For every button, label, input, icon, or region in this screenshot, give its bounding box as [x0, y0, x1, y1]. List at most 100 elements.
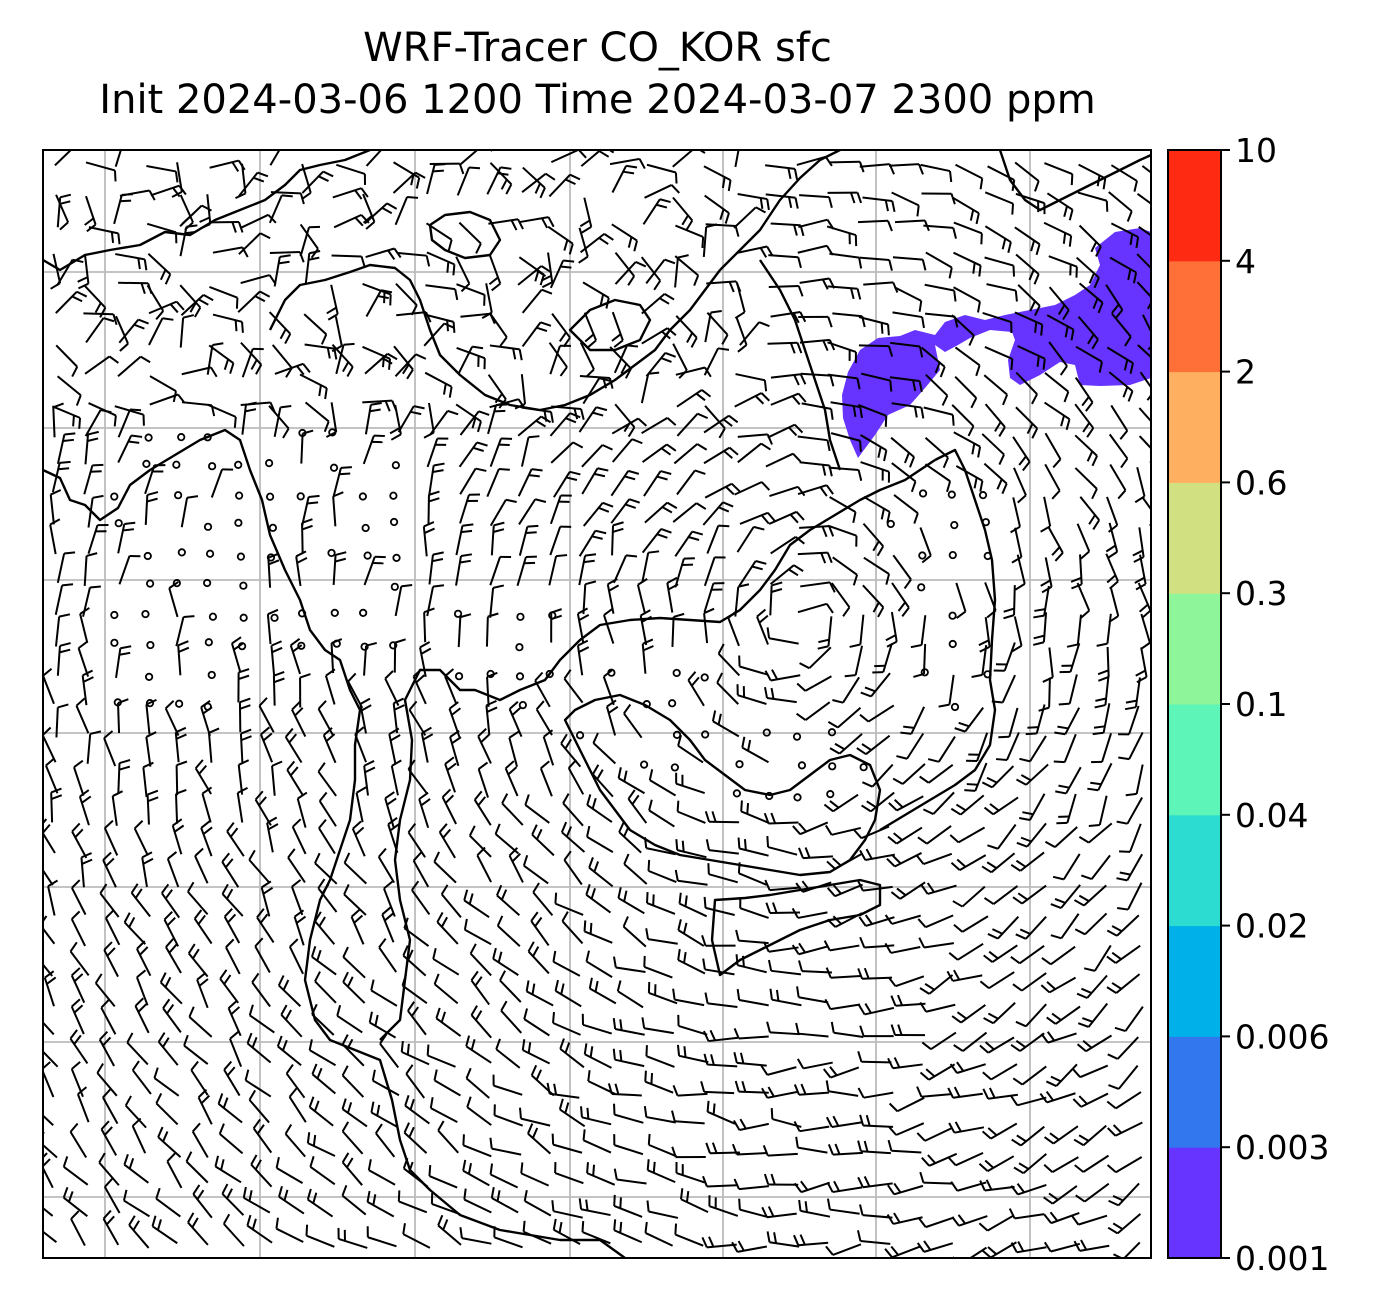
wind-barb-feather: [1119, 430, 1129, 440]
wind-barb-feather: [81, 795, 92, 804]
wind-barb-shaft: [78, 796, 90, 826]
wind-barb-shaft: [520, 374, 527, 405]
wind-barb-feather: [410, 174, 415, 186]
wind-barb-shaft: [1110, 164, 1138, 182]
wind-barb-feather: [447, 239, 453, 251]
wind-barb-shaft: [212, 246, 243, 254]
wind-barb-feather: [798, 1199, 802, 1211]
wind-barb-feather: [284, 727, 294, 738]
wind-barb-feather: [1138, 603, 1149, 613]
wind-barb-feather: [535, 1069, 542, 1081]
wind-barb-feather: [672, 1085, 679, 1096]
wind-barb-feather: [728, 446, 739, 456]
wind-barb-feather: [834, 1143, 841, 1155]
wind-barb-feather: [494, 823, 501, 835]
wind-barb-feather: [825, 603, 834, 614]
wind-barb-feather: [1040, 1033, 1049, 1044]
wind-barb-shaft: [1108, 191, 1133, 213]
wind-barb-shaft: [85, 195, 97, 225]
wind-barb-feather: [71, 910, 81, 920]
wind-barb-feather: [155, 1187, 161, 1199]
wind-barb-feather: [1086, 427, 1095, 438]
wind-barb-shaft: [1055, 1063, 1078, 1087]
wind-barb-feather: [560, 733, 568, 745]
wind-barb-feather: [950, 862, 961, 871]
wind-barb-feather: [325, 431, 337, 438]
wind-barb-feather: [460, 553, 473, 557]
wind-barb-feather: [147, 491, 159, 496]
wind-barb-shaft: [85, 161, 116, 172]
wind-barb-feather: [428, 497, 440, 503]
wind-barb-feather: [386, 202, 398, 210]
wind-barb-shaft: [734, 150, 740, 168]
wind-barb-feather: [613, 339, 624, 348]
wind-barb-feather: [282, 145, 293, 147]
wind-barb-feather: [583, 559, 595, 564]
wind-barb-feather: [523, 1008, 529, 1020]
wind-barb-feather: [1109, 1259, 1119, 1264]
wind-barb-feather: [119, 342, 129, 352]
calm-wind-marker: [545, 669, 554, 679]
wind-barb-feather: [141, 851, 153, 859]
wind-barb-feather: [441, 788, 452, 798]
wind-barb-shaft: [333, 213, 362, 229]
wind-barb-feather: [927, 758, 940, 763]
wind-barb-feather: [346, 1102, 353, 1114]
wind-barb-shaft: [675, 224, 704, 238]
wind-barb-shaft: [51, 462, 61, 493]
wind-barb-feather: [296, 365, 305, 376]
wind-barb-feather: [1082, 422, 1091, 433]
wind-barb-feather: [511, 707, 522, 716]
wind-barb-feather: [1011, 179, 1016, 192]
wind-barb-shaft: [309, 1049, 337, 1067]
wind-barb-shaft: [491, 1147, 522, 1156]
wind-barb-feather: [322, 170, 334, 178]
wind-barb-feather: [611, 333, 622, 342]
wind-barb-shaft: [1078, 282, 1104, 304]
wind-barb-feather: [1031, 427, 1039, 439]
wind-barb-shaft: [585, 894, 612, 914]
wind-barb-shaft: [223, 1069, 241, 1097]
wind-barb-feather: [463, 1188, 467, 1200]
wind-barb-feather: [761, 481, 771, 491]
wind-barb-feather: [488, 276, 499, 286]
wind-barb-feather: [1035, 243, 1041, 256]
wind-barb-feather: [500, 166, 512, 170]
wind-barb-shaft: [428, 465, 435, 496]
wind-barb-shaft: [1137, 344, 1151, 359]
wind-barb-shaft: [602, 676, 615, 706]
wind-barb-feather: [301, 518, 313, 524]
wind-barb-shaft: [155, 1102, 179, 1126]
wind-barb-shaft: [126, 1041, 149, 1066]
wind-barb-shaft: [367, 1201, 395, 1218]
wind-barb-feather: [423, 607, 435, 614]
wind-barb-feather: [712, 1103, 716, 1115]
wind-barb-feather: [1108, 1199, 1119, 1207]
wind-barb-feather: [1129, 362, 1134, 374]
wind-barb-feather: [279, 328, 287, 340]
wind-barb-shaft: [1115, 1091, 1142, 1110]
wind-barb-feather: [102, 1209, 112, 1220]
wind-barb-feather: [686, 332, 694, 344]
wind-barb-shaft: [592, 742, 617, 765]
wind-barb-feather: [1032, 641, 1045, 646]
coastline-peninsula-east: [379, 459, 936, 1041]
calm-wind-marker: [236, 552, 246, 561]
wind-barb-feather: [532, 882, 540, 893]
wind-barb-feather: [1096, 175, 1101, 187]
wind-barb-shaft: [1035, 704, 1046, 734]
wind-barb-feather: [735, 929, 740, 941]
wind-barb-feather: [192, 948, 200, 959]
wind-barb-shaft: [1063, 733, 1077, 763]
wind-barb-feather: [468, 825, 476, 837]
wind-barb-feather: [825, 1080, 830, 1092]
wind-barb-shaft: [1077, 315, 1099, 341]
wind-barb-shaft: [486, 676, 490, 707]
wind-barb-shaft: [55, 707, 59, 738]
wind-barb-shaft: [678, 1024, 708, 1036]
wind-barb-feather: [941, 395, 949, 406]
wind-barb-feather: [1048, 1192, 1059, 1201]
wind-barb-feather: [857, 1051, 863, 1063]
wind-barb-shaft: [432, 958, 460, 976]
wind-barb-feather: [739, 1118, 747, 1130]
